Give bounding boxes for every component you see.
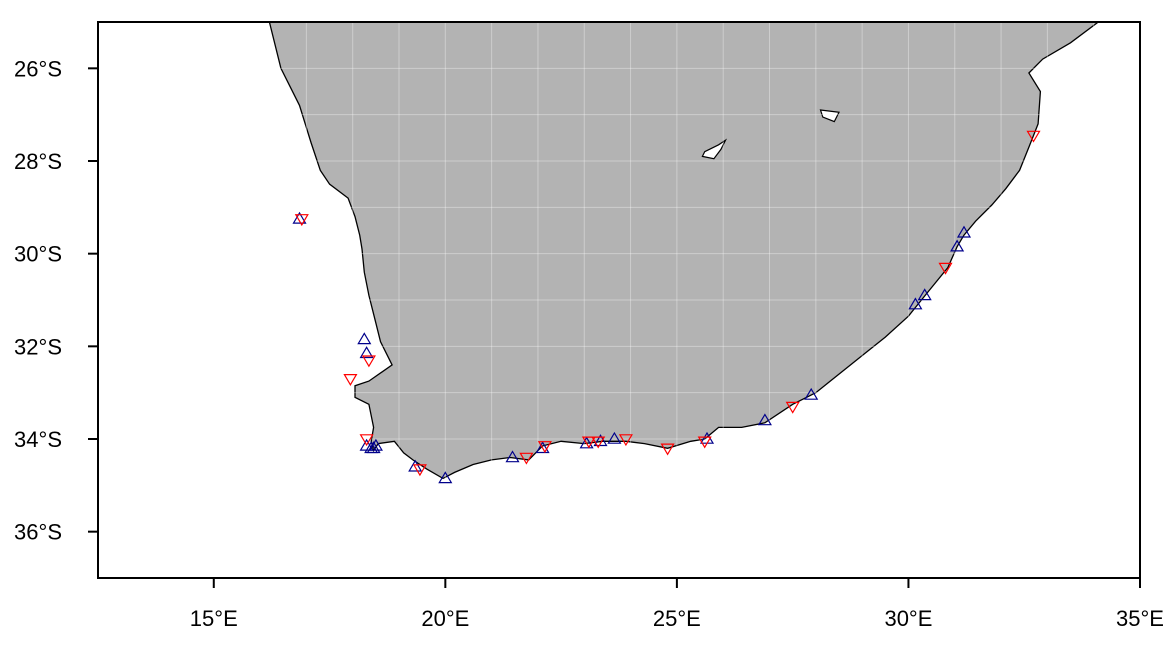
lake-0 [701,138,728,160]
lakes [701,109,840,160]
site-marker-up [757,413,772,426]
site-marker-down [412,464,427,477]
x-axis: 15°E 20°E 25°E 30°E 35°E [98,577,1164,631]
x-tick-label: 35°E [1116,606,1164,631]
site-marker-down [361,355,376,368]
x-tick-label: 15°E [190,606,238,631]
site-marker-down [359,434,374,447]
site-marker-up [950,239,965,252]
site-marker-up [908,297,923,310]
site-markers [292,130,1041,484]
site-marker-down [618,434,633,447]
y-tick-label: 28°S [14,149,62,174]
land-mass [98,22,1140,480]
x-tick-label: 20°E [421,606,469,631]
site-marker-down [785,401,800,414]
site-marker-up [593,434,608,447]
site-marker-up [359,346,374,359]
x-tick-label: 30°E [884,606,932,631]
site-marker-down [938,262,953,275]
site-marker-up [917,288,932,301]
site-marker-up [408,459,423,472]
map-layer [98,22,1140,578]
site-marker-up [368,438,383,451]
graticule [98,22,1140,578]
site-marker-down [591,436,606,449]
y-axis: 26°S 28°S 30°S 32°S 34°S 36°S [14,22,99,578]
site-marker-down [697,436,712,449]
site-marker-up [505,450,520,463]
site-marker-down [581,436,596,449]
y-tick-label: 26°S [14,56,62,81]
site-marker-up [956,225,972,238]
site-marker-up [535,441,550,454]
site-marker-down [343,374,358,386]
y-tick-label: 34°S [14,427,62,452]
y-tick-label: 30°S [14,242,62,267]
site-marker-up [607,431,622,444]
x-tick-label: 25°E [653,606,701,631]
site-marker-up [366,441,381,454]
y-tick-label: 36°S [14,520,62,545]
site-marker-up [804,387,819,400]
site-marker-down [294,214,309,227]
lake-1 [819,109,840,123]
site-marker-down [519,452,534,465]
site-marker-down [1026,130,1041,143]
site-marker-down [660,443,675,456]
y-tick-label: 32°S [14,334,62,359]
site-marker-up [292,211,307,224]
site-marker-up [438,471,453,484]
site-marker-up [357,332,372,345]
site-marker-up [579,436,594,449]
site-marker-down [537,441,552,454]
